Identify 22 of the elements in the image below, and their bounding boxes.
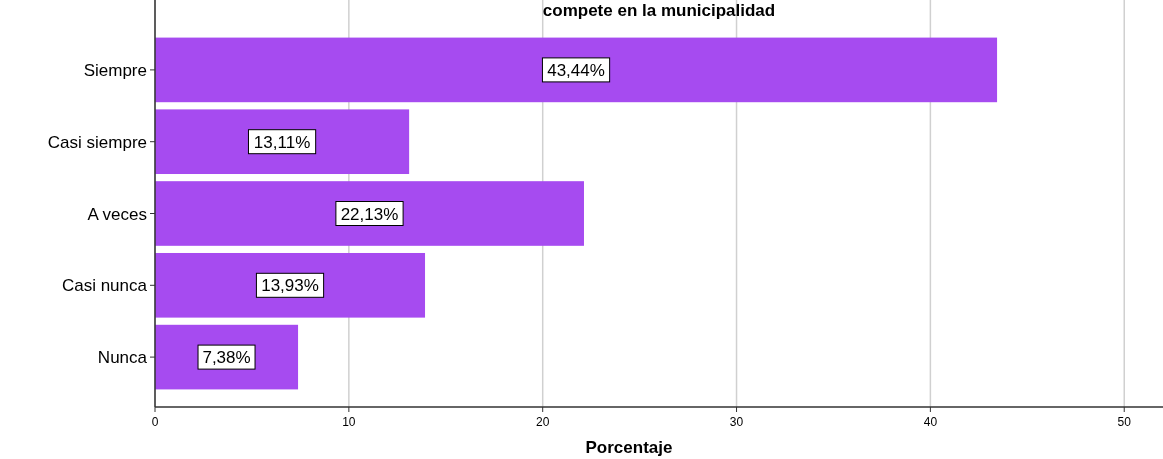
x-tick-label: 10: [342, 415, 356, 429]
x-tick-label: 30: [729, 415, 744, 429]
y-tick-label: Casi nunca: [61, 276, 148, 296]
data-label: 7,38%: [202, 348, 251, 368]
x-tick-label: 50: [1117, 415, 1132, 429]
data-label: 13,11%: [253, 132, 311, 152]
x-tick-label: 40: [923, 415, 938, 429]
data-label: 13,93%: [261, 276, 319, 296]
data-label: 43,44%: [547, 60, 605, 80]
x-tick-label: 0: [151, 415, 159, 429]
bar: [155, 181, 584, 246]
y-tick-label: Nunca: [97, 348, 148, 368]
x-tick-label: 20: [536, 415, 550, 429]
bar: [155, 37, 998, 103]
y-tick-label: Casi siempre: [47, 132, 147, 152]
bar: [155, 252, 426, 318]
chart-title: compete en la municipalidad: [542, 1, 776, 20]
bar: [155, 109, 410, 175]
y-tick-label: Siempre: [83, 60, 147, 80]
x-axis-title: Porcentaje: [585, 438, 673, 457]
y-tick-label: A veces: [87, 204, 147, 224]
data-label: 22,13%: [340, 204, 399, 224]
